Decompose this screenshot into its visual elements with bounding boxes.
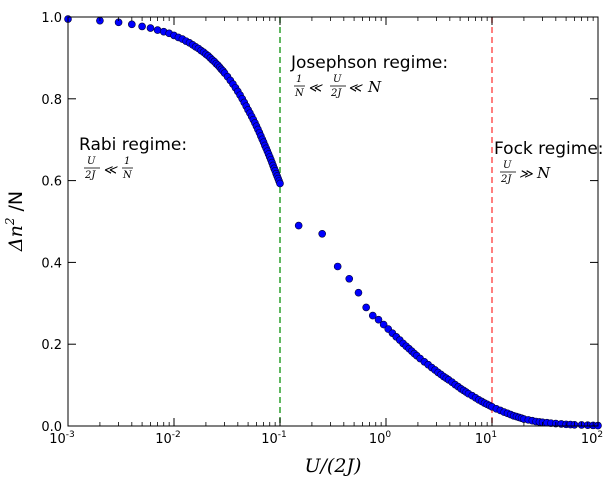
y-tick-label: 1.0 [41, 11, 62, 26]
svg-text:U: U [333, 74, 342, 85]
y-tick-label: 0.2 [41, 338, 62, 353]
x-tick-label: 10-2 [155, 430, 181, 447]
svg-text:≪: ≪ [308, 81, 323, 96]
data-point [318, 229, 326, 238]
data-point [368, 311, 377, 320]
svg-text:N: N [122, 170, 133, 181]
x-tick-label: 100 [369, 430, 392, 447]
data-point [128, 20, 136, 29]
data-point [379, 320, 388, 329]
svg-text:N: N [367, 78, 382, 96]
data-point [276, 179, 284, 188]
svg-text:2J: 2J [500, 174, 512, 185]
data-point [345, 274, 354, 283]
data-point [333, 262, 342, 271]
rabi-regime-title: Rabi regime: [79, 135, 187, 155]
y-tick-label: 0.6 [41, 175, 62, 190]
svg-text:N: N [536, 164, 551, 182]
data-point [362, 303, 370, 312]
svg-text:1: 1 [296, 74, 302, 85]
svg-text:N: N [294, 88, 305, 99]
svg-text:≪: ≪ [103, 163, 118, 178]
y-tick-label: 0.8 [41, 93, 62, 108]
svg-text:≪: ≪ [348, 81, 363, 96]
data-point [374, 315, 383, 324]
x-axis-label: U/(2J) [305, 455, 362, 477]
data-point [138, 22, 146, 31]
x-tick-label: 10-1 [261, 430, 287, 447]
data-point [354, 288, 363, 297]
fock-condition: U 2J ≫ N [500, 160, 551, 185]
svg-text:Δn2 /N: Δn2 /N [3, 191, 27, 252]
svg-text:U: U [503, 160, 512, 171]
data-point [294, 221, 303, 230]
data-point [146, 24, 155, 32]
svg-text:≫: ≫ [519, 167, 533, 182]
x-tick-label: 10-3 [49, 430, 75, 447]
svg-text:1: 1 [124, 156, 130, 167]
svg-text:2J: 2J [84, 170, 96, 181]
y-tick-label: 0.4 [41, 256, 62, 271]
y-tick-label: 0.0 [41, 420, 62, 435]
x-tick-label: 101 [475, 430, 497, 447]
svg-text:2J: 2J [330, 88, 342, 99]
fock-regime-title: Fock regime: [494, 139, 604, 159]
x-tick-label: 102 [581, 430, 603, 447]
josephson-condition: 1 N ≪ U 2J ≪ N [294, 74, 382, 99]
josephson-regime-title: Josephson regime: [290, 53, 448, 73]
rabi-condition: U 2J ≪ 1 N [84, 156, 133, 181]
y-axis-label: Δn2 /N [3, 191, 27, 252]
svg-text:U: U [87, 156, 96, 167]
plot-frame [67, 16, 599, 427]
